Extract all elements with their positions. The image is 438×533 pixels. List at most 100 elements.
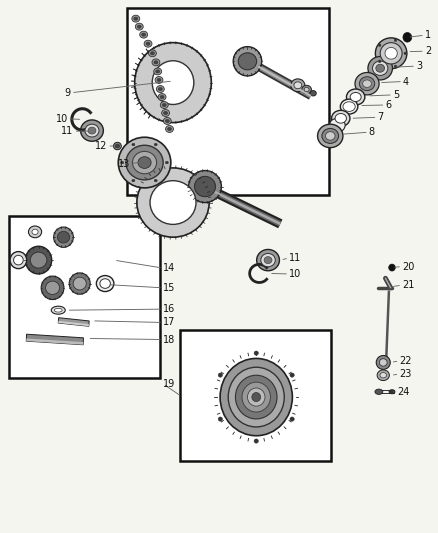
Ellipse shape <box>152 59 160 66</box>
Ellipse shape <box>148 50 156 57</box>
Ellipse shape <box>302 85 311 94</box>
Ellipse shape <box>188 171 222 203</box>
Ellipse shape <box>162 110 170 116</box>
Ellipse shape <box>325 132 335 140</box>
Ellipse shape <box>291 79 305 92</box>
Text: 10: 10 <box>56 114 68 124</box>
Ellipse shape <box>154 179 157 182</box>
Text: 12: 12 <box>95 141 107 151</box>
Ellipse shape <box>142 33 145 36</box>
Ellipse shape <box>152 61 194 104</box>
Text: 20: 20 <box>402 262 414 271</box>
Ellipse shape <box>115 144 120 148</box>
Ellipse shape <box>162 103 166 107</box>
Ellipse shape <box>194 176 215 197</box>
Text: 19: 19 <box>163 379 175 389</box>
Ellipse shape <box>28 226 42 238</box>
Ellipse shape <box>264 257 272 263</box>
Bar <box>9 216 160 378</box>
Ellipse shape <box>404 52 406 55</box>
Ellipse shape <box>350 93 361 102</box>
Ellipse shape <box>132 15 140 22</box>
Ellipse shape <box>154 143 157 146</box>
Ellipse shape <box>144 40 152 47</box>
Ellipse shape <box>359 77 374 91</box>
Ellipse shape <box>163 111 167 115</box>
Ellipse shape <box>53 227 73 247</box>
Ellipse shape <box>126 145 163 180</box>
Ellipse shape <box>378 44 381 46</box>
Ellipse shape <box>220 358 292 436</box>
Ellipse shape <box>254 439 258 443</box>
Text: 14: 14 <box>163 263 175 273</box>
Ellipse shape <box>134 17 138 20</box>
Ellipse shape <box>155 76 163 83</box>
Text: 23: 23 <box>399 369 412 379</box>
Ellipse shape <box>340 99 358 114</box>
Ellipse shape <box>252 392 261 402</box>
Text: 6: 6 <box>385 100 392 110</box>
Text: 15: 15 <box>163 283 175 293</box>
Text: 5: 5 <box>393 90 399 100</box>
Ellipse shape <box>166 119 170 123</box>
Ellipse shape <box>228 367 284 427</box>
Ellipse shape <box>290 373 294 377</box>
Ellipse shape <box>41 276 64 300</box>
Ellipse shape <box>10 252 27 269</box>
Ellipse shape <box>137 168 209 237</box>
Ellipse shape <box>54 308 62 312</box>
Ellipse shape <box>157 78 161 82</box>
Text: 13: 13 <box>118 159 131 168</box>
Ellipse shape <box>85 124 99 137</box>
Ellipse shape <box>218 373 223 377</box>
Text: 11: 11 <box>61 126 74 136</box>
Text: 11: 11 <box>289 253 301 263</box>
Text: 16: 16 <box>163 304 175 314</box>
Ellipse shape <box>160 95 164 99</box>
Ellipse shape <box>158 94 166 100</box>
Ellipse shape <box>96 276 114 292</box>
Bar <box>180 330 331 461</box>
Ellipse shape <box>368 56 392 80</box>
Ellipse shape <box>376 64 385 72</box>
Ellipse shape <box>121 161 124 164</box>
Ellipse shape <box>247 388 265 406</box>
Ellipse shape <box>375 38 407 69</box>
Ellipse shape <box>69 273 90 294</box>
Ellipse shape <box>154 68 162 75</box>
Text: 7: 7 <box>378 112 384 122</box>
Ellipse shape <box>81 120 103 141</box>
Text: 9: 9 <box>65 88 71 98</box>
Ellipse shape <box>150 181 196 224</box>
Ellipse shape <box>310 91 316 96</box>
Text: 1: 1 <box>425 30 431 40</box>
Ellipse shape <box>261 253 275 266</box>
Ellipse shape <box>132 179 135 182</box>
Ellipse shape <box>238 53 257 70</box>
Text: 8: 8 <box>369 127 375 137</box>
Ellipse shape <box>51 306 65 314</box>
Ellipse shape <box>154 61 158 64</box>
Bar <box>58 321 89 326</box>
Text: 2: 2 <box>425 46 431 56</box>
Ellipse shape <box>132 143 135 146</box>
Ellipse shape <box>346 89 365 105</box>
Ellipse shape <box>160 101 168 109</box>
Text: 21: 21 <box>402 280 414 290</box>
Ellipse shape <box>163 118 171 124</box>
Ellipse shape <box>394 39 397 42</box>
Ellipse shape <box>257 249 279 271</box>
Ellipse shape <box>318 124 343 148</box>
Ellipse shape <box>379 359 387 366</box>
Text: 18: 18 <box>163 335 175 344</box>
Bar <box>58 318 89 326</box>
Ellipse shape <box>376 356 390 369</box>
Ellipse shape <box>304 87 309 92</box>
Ellipse shape <box>166 126 173 132</box>
Ellipse shape <box>380 43 402 64</box>
Ellipse shape <box>100 279 110 288</box>
Ellipse shape <box>235 375 277 419</box>
Ellipse shape <box>322 128 339 143</box>
Ellipse shape <box>135 23 143 30</box>
Ellipse shape <box>46 281 60 294</box>
